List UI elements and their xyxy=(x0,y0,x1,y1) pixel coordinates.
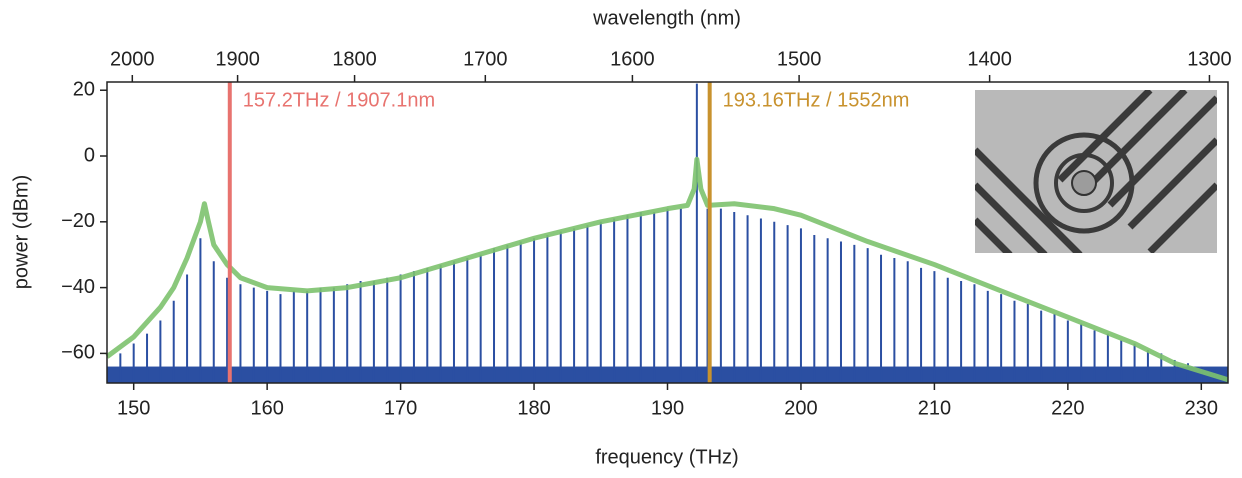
x-tick-label: 160 xyxy=(250,397,283,419)
annotation: 193.16THz / 1552nm xyxy=(723,89,910,111)
x-tick-label: 150 xyxy=(117,397,150,419)
x2-tick-label: 1400 xyxy=(967,48,1012,70)
x2-tick-label: 1300 xyxy=(1187,48,1232,70)
y-tick-label: 0 xyxy=(84,144,95,166)
y-axis-label: power (dBm) xyxy=(10,175,32,289)
envelope-line xyxy=(105,156,1229,383)
x2-tick-label: 1700 xyxy=(463,48,508,70)
plot: 157.2THz / 1907.1nm 193.16THz / 1552nm 150… xyxy=(61,48,1232,419)
x-tick-label: 220 xyxy=(1051,397,1084,419)
x2-tick-label: 1600 xyxy=(610,48,655,70)
x-tick-label: 200 xyxy=(784,397,817,419)
x2-tick-label: 1800 xyxy=(332,48,377,70)
x2-tick-label: 1900 xyxy=(215,48,260,70)
y-tick-label: 20 xyxy=(73,79,95,101)
x-tick-label: 180 xyxy=(517,397,550,419)
x2-axis-label: wavelength (nm) xyxy=(592,7,741,29)
x2-tick-label: 2000 xyxy=(110,48,155,70)
x-tick-label: 170 xyxy=(384,397,417,419)
y-tick-label: −20 xyxy=(61,210,95,232)
x-tick-label: 190 xyxy=(651,397,684,419)
inset-image xyxy=(975,90,1217,253)
x-tick-label: 230 xyxy=(1185,397,1218,419)
x-axis-label: frequency (THz) xyxy=(595,446,738,468)
annotation: 157.2THz / 1907.1nm xyxy=(243,89,435,111)
y-tick-label: −60 xyxy=(61,342,95,364)
x2-tick-label: 1500 xyxy=(777,48,822,70)
y-tick-label: −40 xyxy=(61,276,95,298)
x-tick-label: 210 xyxy=(918,397,951,419)
